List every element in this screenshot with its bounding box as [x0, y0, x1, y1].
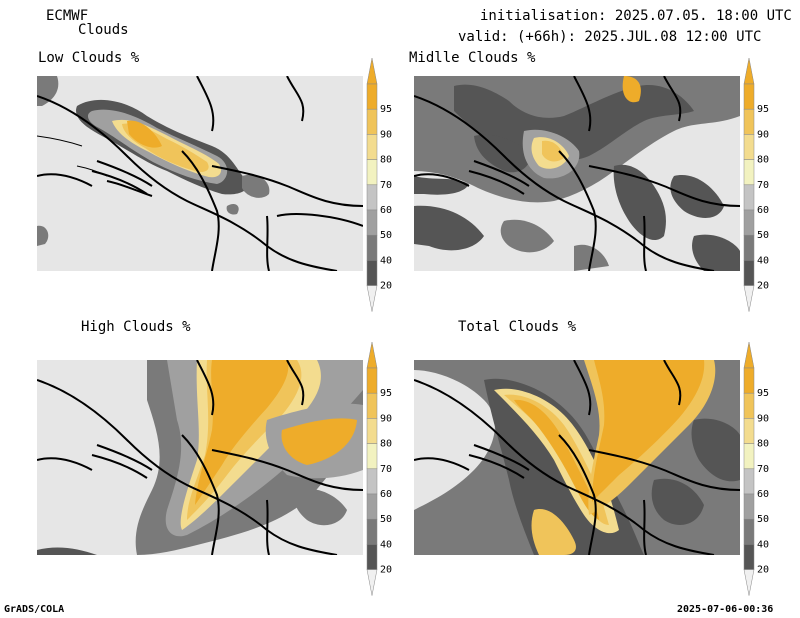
- colorbar-segment: [366, 392, 378, 419]
- panel-title-middle: Midlle Clouds %: [409, 50, 536, 66]
- colorbar-over-arrow: [366, 341, 378, 369]
- colorbar-under-arrow: [743, 569, 755, 596]
- colorbar-tick-label: 95: [757, 104, 769, 115]
- panel-title-high: High Clouds %: [81, 319, 191, 335]
- colorbar-tick-label: 70: [757, 180, 769, 191]
- colorbar-tick-label: 50: [380, 230, 392, 241]
- middle-cloud-field: [414, 76, 740, 271]
- colorbar-segment: [743, 159, 755, 186]
- colorbar-tick-label: 40: [380, 255, 392, 266]
- colorbar-segment: [743, 443, 755, 470]
- colorbar-tick-label: 60: [757, 489, 769, 500]
- colorbar-tick-label: 50: [380, 514, 392, 525]
- colorbar-tick-label: 70: [380, 180, 392, 191]
- colorbar-segment: [743, 209, 755, 236]
- panel-title-low: Low Clouds %: [38, 50, 140, 66]
- colorbar-tick-label: 80: [380, 439, 392, 450]
- middle-clouds-map: [414, 76, 740, 271]
- initialisation-time: initialisation: 2025.07.05. 18:00 UTC: [480, 8, 792, 24]
- colorbar-tick-label: 40: [757, 255, 769, 266]
- colorbar-tick-label: 90: [757, 413, 769, 424]
- colorbar-segment: [366, 493, 378, 520]
- colorbar-tick-label: 80: [757, 155, 769, 166]
- colorbar-under-arrow: [366, 569, 378, 596]
- colorbar-segment: [743, 234, 755, 261]
- colorbar-segment: [366, 108, 378, 135]
- colorbar-over-arrow: [743, 57, 755, 85]
- colorbar-segment: [366, 443, 378, 470]
- colorbar-tick-label: 20: [380, 565, 392, 576]
- colorbar-tick-label: 70: [757, 464, 769, 475]
- colorbar-tick-label: 60: [380, 205, 392, 216]
- borders: [414, 76, 740, 271]
- colorbar-segment: [743, 544, 755, 570]
- colorbar-tick-label: 50: [757, 514, 769, 525]
- colorbar-tick-label: 95: [380, 104, 392, 115]
- colorbar-segment: [366, 83, 378, 110]
- borders: [37, 76, 363, 271]
- colorbar-segment: [366, 518, 378, 545]
- footer-software: GrADS/COLA: [4, 604, 65, 615]
- colorbar-middle: 95 90 80 70 60 50 40 20: [743, 57, 769, 312]
- colorbar-high: 95 90 80 70 60 50 40 20: [366, 341, 392, 596]
- colorbar-tick-label: 80: [757, 439, 769, 450]
- colorbar-tick-label: 50: [757, 230, 769, 241]
- colorbar-segment: [743, 184, 755, 211]
- colorbar-under-arrow: [366, 285, 378, 312]
- colorbar-over-arrow: [743, 341, 755, 369]
- colorbar-segment: [366, 234, 378, 261]
- colorbar-segment: [366, 159, 378, 186]
- colorbar-tick-label: 80: [380, 155, 392, 166]
- colorbar-segment: [743, 418, 755, 444]
- colorbar-tick-label: 95: [380, 388, 392, 399]
- colorbar-segment: [366, 260, 378, 286]
- colorbar-tick-label: 70: [380, 464, 392, 475]
- high-clouds-map: [37, 360, 363, 555]
- total-clouds-map: [414, 360, 740, 555]
- colorbar-under-arrow: [743, 285, 755, 312]
- colorbar-tick-label: 20: [757, 565, 769, 576]
- colorbar-segment: [743, 493, 755, 520]
- colorbar-segment: [366, 209, 378, 236]
- colorbar-tick-label: 20: [757, 281, 769, 292]
- colorbar-segment: [743, 367, 755, 394]
- colorbar-segment: [743, 518, 755, 545]
- colorbar-tick-label: 20: [380, 281, 392, 292]
- colorbar-segment: [743, 108, 755, 135]
- colorbar-segment: [366, 367, 378, 394]
- colorbar-tick-label: 95: [757, 388, 769, 399]
- colorbar-total: 95 90 80 70 60 50 40 20: [743, 341, 769, 596]
- colorbar-segment: [743, 468, 755, 495]
- model-name: ECMWF: [46, 8, 89, 24]
- colorbar-segment: [366, 184, 378, 211]
- colorbar-segment: [366, 468, 378, 495]
- colorbar-segment: [743, 134, 755, 160]
- colorbar-segment: [366, 134, 378, 160]
- colorbar-segment: [366, 418, 378, 444]
- colorbar-tick-label: 40: [757, 539, 769, 550]
- colorbar-segment: [743, 83, 755, 110]
- colorbar-tick-label: 90: [380, 129, 392, 140]
- colorbar-tick-label: 60: [380, 489, 392, 500]
- panel-title-total: Total Clouds %: [458, 319, 577, 335]
- product-name: Clouds: [78, 22, 129, 38]
- valid-time: valid: (+66h): 2025.JUL.08 12:00 UTC: [458, 29, 762, 45]
- colorbar-low: 95 90 80 70 60 50 40 20: [366, 57, 392, 312]
- colorbar-segment: [366, 544, 378, 570]
- colorbar-segment: [743, 392, 755, 419]
- colorbar-tick-label: 90: [380, 413, 392, 424]
- low-cloud-field: [37, 76, 270, 246]
- colorbar-tick-label: 40: [380, 539, 392, 550]
- borders: [414, 360, 740, 555]
- colorbar-tick-label: 60: [757, 205, 769, 216]
- low-clouds-map: [37, 76, 363, 271]
- colorbar-segment: [743, 260, 755, 286]
- colorbar-over-arrow: [366, 57, 378, 85]
- colorbar-tick-label: 90: [757, 129, 769, 140]
- borders: [37, 360, 363, 555]
- footer-timestamp: 2025-07-06-00:36: [677, 604, 774, 615]
- coastline: [37, 135, 108, 177]
